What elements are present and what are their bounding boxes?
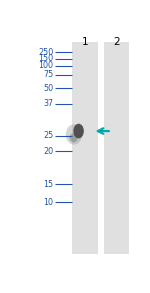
Text: 75: 75 xyxy=(43,70,54,79)
Ellipse shape xyxy=(66,124,82,144)
Text: 250: 250 xyxy=(38,47,54,57)
Ellipse shape xyxy=(69,133,77,142)
Text: 50: 50 xyxy=(44,84,54,93)
Text: 1: 1 xyxy=(82,38,88,47)
Text: 20: 20 xyxy=(44,147,54,156)
Bar xyxy=(104,42,129,254)
Text: 15: 15 xyxy=(44,180,54,189)
Text: 10: 10 xyxy=(44,197,54,207)
Text: 100: 100 xyxy=(39,61,54,70)
Text: 37: 37 xyxy=(44,99,54,108)
Ellipse shape xyxy=(73,124,84,138)
Text: 150: 150 xyxy=(39,54,54,63)
Text: 2: 2 xyxy=(113,38,120,47)
Text: 25: 25 xyxy=(43,131,54,140)
Bar xyxy=(72,42,98,254)
